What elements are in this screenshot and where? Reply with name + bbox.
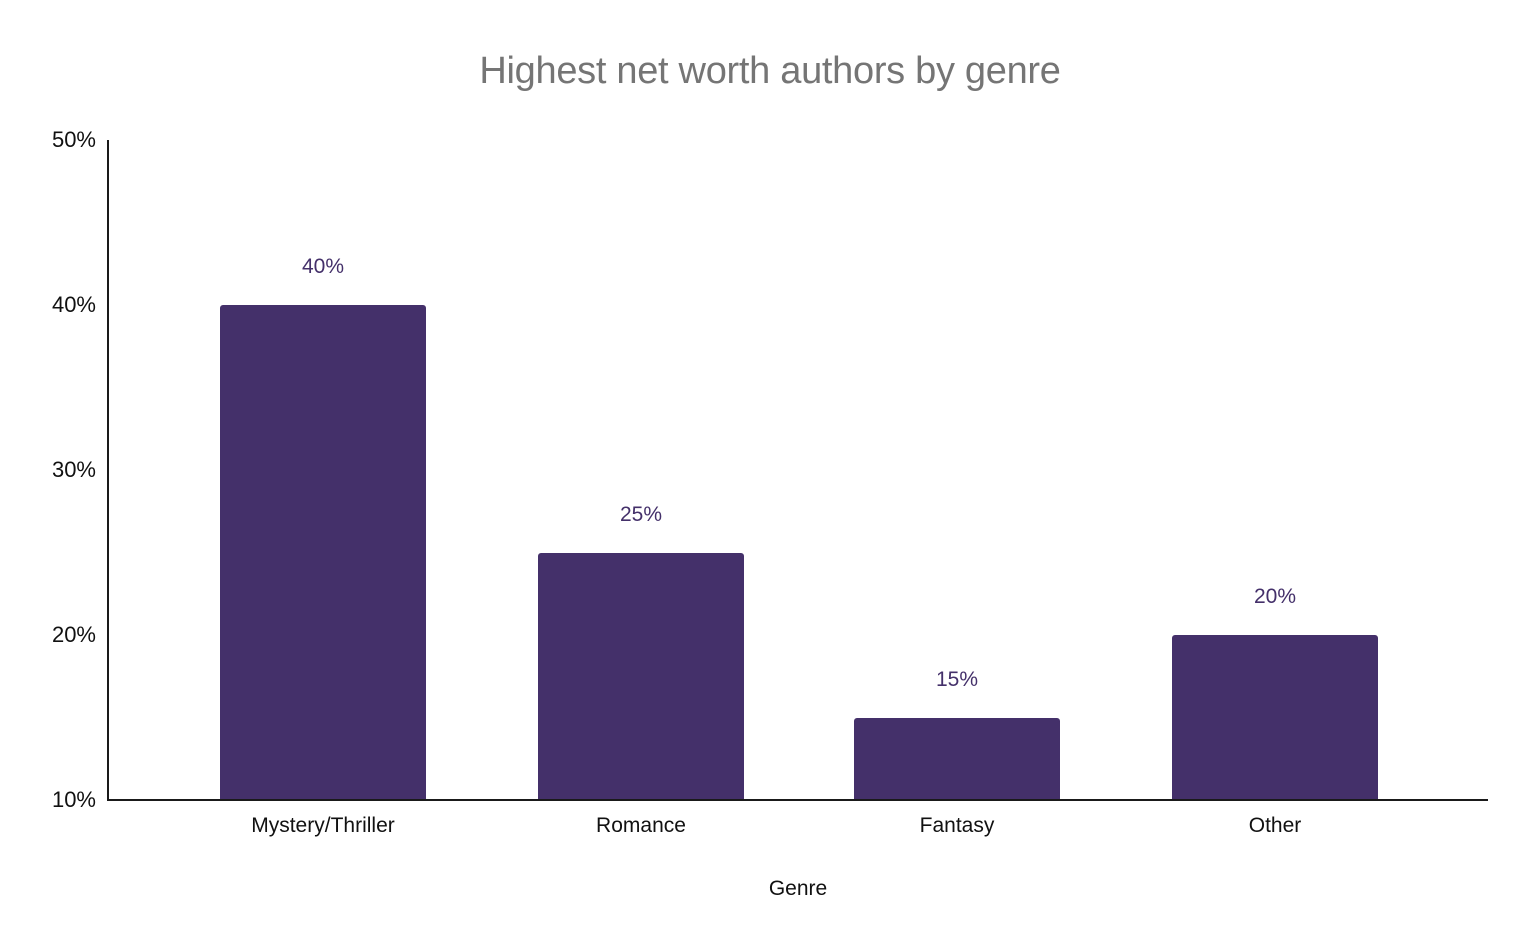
y-tick-label: 20% <box>51 622 96 647</box>
bar-fantasy <box>854 717 1060 800</box>
chart-title: Highest net worth authors by genre <box>479 50 1061 92</box>
bar-value-label: 40% <box>301 255 345 278</box>
y-tick-label: 30% <box>51 457 96 482</box>
bar-value-label: 20% <box>1253 585 1297 608</box>
x-axis-title: Genre <box>768 877 828 900</box>
x-tick-label: Mystery/Thriller <box>251 814 395 837</box>
x-tick-label: Fantasy <box>919 814 995 837</box>
bar-other <box>1172 635 1378 800</box>
y-tick-label: 10% <box>51 787 96 812</box>
y-tick-label: 50% <box>51 127 96 152</box>
y-tick-label: 40% <box>51 292 96 317</box>
x-tick-label: Other <box>1248 814 1302 837</box>
x-tick-label: Romance <box>596 814 686 837</box>
bar-mystery-thriller <box>220 305 426 800</box>
x-axis-line <box>107 799 1488 801</box>
y-axis-line <box>107 140 109 801</box>
bar-romance <box>538 552 744 800</box>
bar-value-label: 25% <box>619 502 663 526</box>
bar-value-label: 15% <box>935 667 979 691</box>
